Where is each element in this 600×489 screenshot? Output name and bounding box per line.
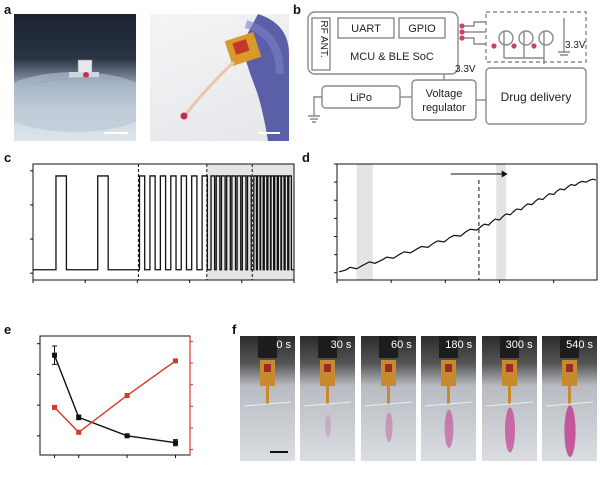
dye-photo-illustration bbox=[304, 336, 352, 438]
mode4-cycle-shade bbox=[496, 164, 506, 280]
regulator-label-2: regulator bbox=[422, 102, 466, 114]
panel-label-f: f bbox=[232, 322, 237, 337]
time-label: 300 s bbox=[505, 339, 533, 351]
device-in-hand-illustration bbox=[180, 14, 289, 141]
data-point-right bbox=[124, 393, 130, 398]
time-label: 30 s bbox=[330, 339, 352, 351]
time-label: 60 s bbox=[391, 339, 412, 351]
frequency-chart bbox=[37, 335, 193, 458]
volume-chart bbox=[334, 163, 598, 283]
series-line-right bbox=[54, 360, 176, 434]
panel-label-a: a bbox=[4, 2, 12, 17]
gpio-block bbox=[398, 17, 446, 39]
switch-array-box bbox=[485, 11, 587, 63]
photo-device-in-hand bbox=[150, 14, 289, 141]
uart-label: UART bbox=[351, 23, 381, 35]
mode-arrow-head bbox=[501, 170, 508, 178]
supply-label-drug: 3.3V bbox=[565, 40, 586, 51]
panel-label-e: e bbox=[4, 322, 12, 337]
plot-frame bbox=[39, 335, 191, 456]
data-point-left bbox=[52, 352, 58, 358]
regulator-label-1: Voltage bbox=[426, 88, 463, 100]
dye-release-photo-sequence: 0 s 30 s 60 s 180 s 300 s 540 s bbox=[240, 336, 597, 461]
panel-label-d: d bbox=[302, 150, 310, 165]
plot-frame bbox=[336, 163, 598, 281]
data-point-left bbox=[76, 414, 82, 420]
volume-series-line bbox=[339, 178, 597, 273]
time-label: 180 s bbox=[445, 339, 473, 351]
photo-device-on-skin bbox=[14, 14, 136, 141]
data-point-right bbox=[172, 358, 178, 364]
data-point-left bbox=[124, 433, 130, 439]
lipo-label: LiPo bbox=[350, 92, 372, 104]
mcu-block bbox=[307, 11, 459, 75]
dye-photo-illustration bbox=[243, 336, 292, 453]
voltage-chart bbox=[30, 163, 295, 283]
time-label: 540 s bbox=[566, 339, 593, 351]
data-point-left bbox=[172, 440, 178, 446]
rf-ant-label: RF ANT. bbox=[318, 20, 329, 57]
rf-antenna-block bbox=[311, 17, 331, 71]
panel-label-b: b bbox=[293, 2, 301, 17]
mcu-label: MCU & BLE SoC bbox=[350, 51, 434, 63]
voltage-regulator-block bbox=[411, 79, 477, 121]
dye-photo-illustration bbox=[364, 336, 412, 442]
dye-photo-illustration bbox=[485, 336, 533, 453]
dye-photo-frame: 180 s bbox=[421, 336, 477, 461]
voltage-series-line bbox=[33, 175, 294, 271]
drug-delivery-label: Drug delivery bbox=[501, 90, 572, 104]
supply-label-mcu: 3.3V bbox=[455, 64, 476, 75]
dye-photo-frame: 60 s bbox=[360, 336, 416, 461]
pumping-cycle-shade bbox=[356, 164, 373, 280]
series-line-left bbox=[53, 354, 176, 444]
gpio-label: GPIO bbox=[408, 23, 436, 35]
dye-photo-illustration bbox=[425, 336, 473, 448]
dye-photo-frame: 300 s bbox=[481, 336, 537, 461]
uart-block bbox=[337, 17, 395, 39]
dye-photo-frame: 0 s bbox=[240, 336, 295, 461]
time-label: 0 s bbox=[276, 339, 291, 351]
device-on-skin-illustration bbox=[14, 59, 136, 134]
panel-label-c: c bbox=[4, 150, 12, 165]
data-point-right bbox=[52, 404, 58, 410]
dye-photo-frame: 540 s bbox=[542, 336, 597, 461]
plot-frame bbox=[32, 163, 295, 281]
data-point-right bbox=[76, 429, 82, 435]
circuit-diagram: RF ANT. UART GPIO MCU & BLE SoC LiPo Vol… bbox=[307, 11, 587, 125]
dye-photo-illustration bbox=[545, 336, 594, 457]
drug-delivery-block bbox=[485, 67, 587, 125]
dye-photo-frame: 30 s bbox=[300, 336, 356, 461]
